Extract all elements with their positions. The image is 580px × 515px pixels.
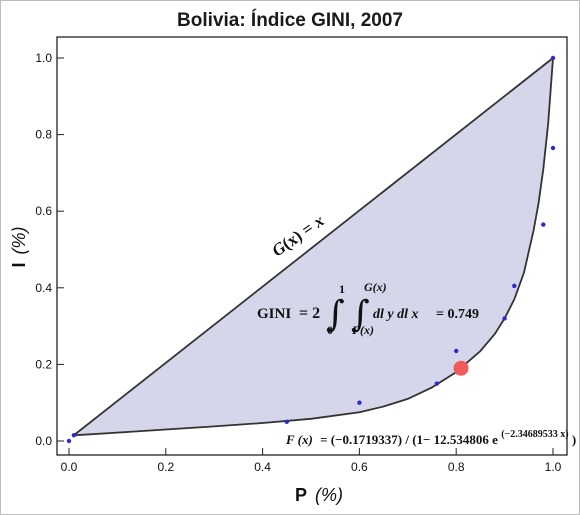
lorenz-formula: F (x) = (−0.1719337) / (1− 12.534806 e (…: [285, 425, 576, 447]
y-tick-label-2: 0.4: [35, 281, 52, 295]
lorenz-formula-main: F (x) = (−0.1719337) / (1− 12.534806 e (…: [285, 425, 576, 447]
gini-result: = 0.749: [436, 307, 479, 322]
data-point-9: [550, 145, 556, 151]
y-axis-title: I (%): [9, 226, 29, 267]
gini-lhs: GINI: [257, 306, 291, 322]
x-axis-ticks: 0.0 0.2 0.4 0.6 0.8 1.0: [61, 448, 562, 474]
y-axis-label: I: [9, 262, 29, 267]
y-axis-unit: (%): [9, 226, 29, 254]
x-tick-label-0: 0.0: [61, 460, 78, 474]
x-tick-label-3: 0.6: [351, 460, 368, 474]
lorenz-formula-exponent: (−2.34689533 x): [501, 429, 568, 440]
x-axis-label: P: [295, 485, 307, 505]
gini-upper-limit-1: 1: [339, 282, 345, 296]
gini-integrand: dl y dl x: [373, 307, 419, 322]
y-tick-label-4: 0.8: [35, 128, 52, 142]
x-tick-label-1: 0.2: [157, 460, 174, 474]
data-point-1: [71, 433, 77, 438]
x-axis-unit: (%): [315, 485, 343, 505]
x-tick-label-2: 0.4: [254, 460, 271, 474]
gini-lower-limit-2: F(x): [351, 323, 374, 337]
data-point-4: [434, 381, 440, 386]
highlight-point: [453, 360, 469, 376]
data-point-8: [541, 222, 546, 227]
integral-sign-inner: ∫: [351, 294, 370, 335]
lorenz-formula-rhs: = (−0.1719337) / (1− 12.534806 e: [320, 432, 498, 447]
gini-eq: = 2: [299, 305, 320, 322]
integral-sign-outer: ∫: [326, 294, 345, 335]
equality-line: [73, 57, 554, 436]
x-axis-title: P (%): [295, 485, 343, 505]
gini-lower-limit-1: 0: [327, 323, 333, 337]
x-tick-label-4: 0.8: [448, 460, 465, 474]
data-points: [66, 55, 556, 444]
y-axis-ticks: 0.0 0.2 0.4 0.6 0.8 1.0: [35, 51, 64, 448]
gini-upper-limit-2: G(x): [364, 280, 387, 294]
y-tick-label-5: 1.0: [35, 51, 52, 65]
y-tick-label-1: 0.2: [35, 357, 52, 371]
data-point-2: [284, 419, 289, 425]
data-point-7: [512, 283, 517, 289]
chart-title: Bolivia: Índice GINI, 2007: [177, 9, 403, 31]
lorenz-formula-lhs: F (x): [285, 432, 313, 447]
data-point-10: [550, 55, 556, 61]
data-point-6: [502, 316, 507, 321]
data-point-0: [66, 438, 72, 444]
y-tick-label-0: 0.0: [35, 434, 52, 448]
data-point-3: [357, 400, 362, 405]
gini-formula: GINI = 2 ∫ 1 0 ∫ G(x) F(x) dl y dl x = 0…: [257, 280, 479, 337]
data-point-5: [454, 348, 459, 354]
x-tick-label-5: 1.0: [545, 460, 562, 474]
y-tick-label-3: 0.6: [35, 204, 52, 218]
lorenz-formula-close: ): [572, 432, 576, 447]
